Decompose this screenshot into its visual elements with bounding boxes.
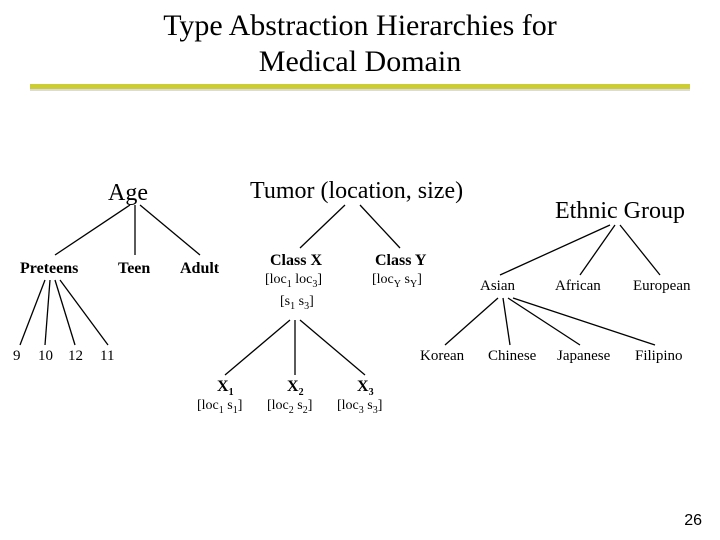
ethnic-filipino: Filipino [635,348,683,365]
ethnic-asian: Asian [480,278,515,295]
tumor-classx: Class X [270,252,322,270]
page-number: 26 [684,512,702,530]
hierarchy-lines [0,120,720,500]
tumor-x1: X1 [217,378,234,398]
tumor-classx-sz: [s1 s3] [280,294,314,312]
tumor-x3-detail: [loc3 s3] [337,398,382,416]
title-line-1: Type Abstraction Hierarchies for [163,9,557,42]
tumor-classy: Class Y [375,252,426,270]
age-teen: Teen [118,260,150,278]
age-adult: Adult [180,260,219,278]
age-leaf-12: 12 [68,348,83,365]
tumor-classy-loc: [locY sY] [372,272,422,290]
ethnic-korean: Korean [420,348,464,365]
title-underline [30,84,690,89]
tumor-x1-detail: [loc1 s1] [197,398,242,416]
age-root: Age [108,180,148,207]
tumor-x2: X2 [287,378,304,398]
age-leaf-10: 10 [38,348,53,365]
age-preteens: Preteens [20,260,78,278]
ethnic-root: Ethnic Group [555,198,685,225]
tumor-x2-detail: [loc2 s2] [267,398,312,416]
ethnic-african: African [555,278,601,295]
tumor-x3: X3 [357,378,374,398]
ethnic-japanese: Japanese [557,348,610,365]
slide-title: Type Abstraction Hierarchies for Medical… [0,0,720,80]
tumor-root: Tumor (location, size) [250,178,463,205]
age-leaf-9: 9 [13,348,21,365]
ethnic-european: European [633,278,690,295]
tumor-classx-loc: [loc1 loc3] [265,272,322,290]
ethnic-chinese: Chinese [488,348,536,365]
age-leaf-11: 11 [100,348,114,365]
title-line-2: Medical Domain [259,45,461,78]
